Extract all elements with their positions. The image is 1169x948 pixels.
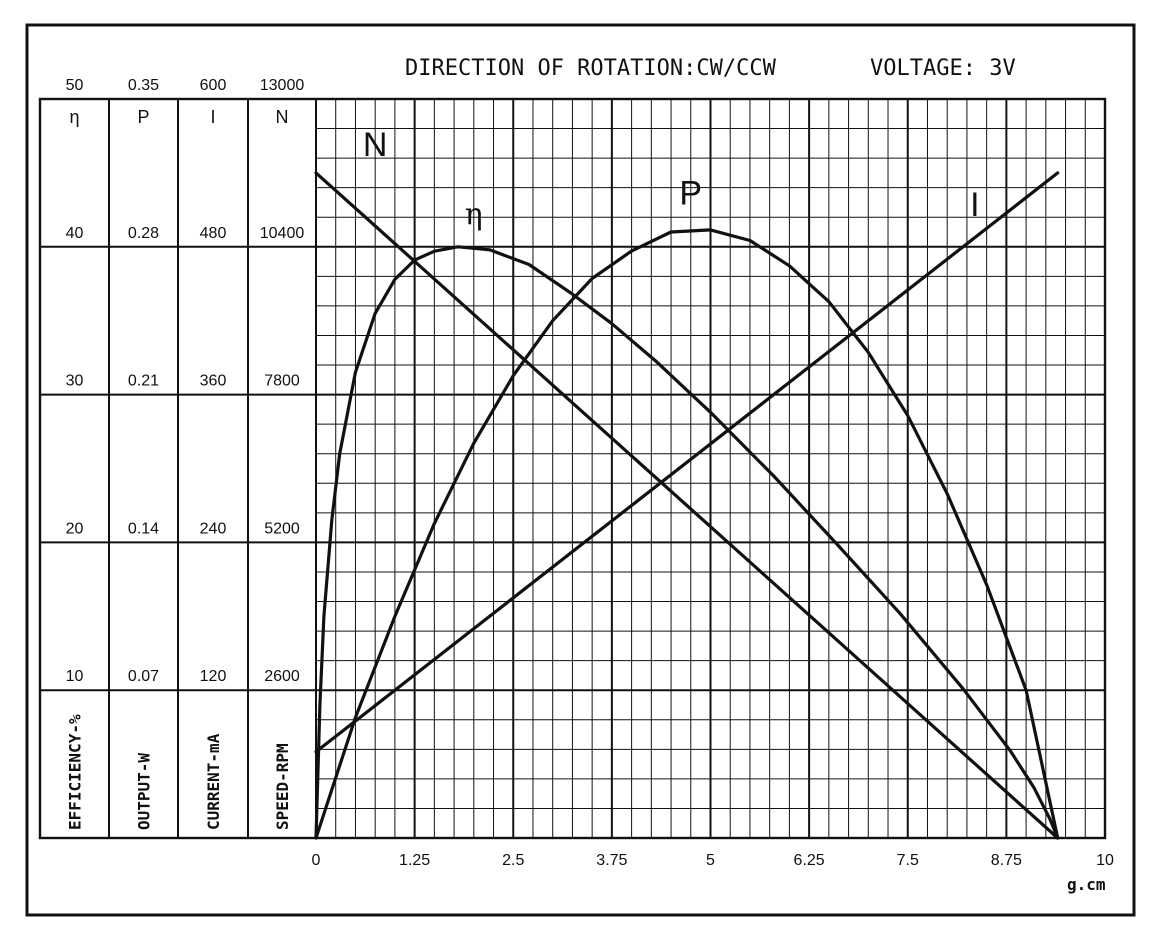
axis-symbol-I: I: [210, 107, 215, 127]
x-tick-label: 8.75: [991, 852, 1022, 869]
series-line-p: [314, 228, 1060, 840]
axis-tick-label-N: 10400: [260, 225, 305, 242]
axis-tick-label-eta: 50: [66, 77, 84, 94]
x-tick-label: 5: [706, 852, 715, 869]
axis-tick-label-I: 600: [200, 77, 227, 94]
value-scale-table: 50 40 30 20 10 η EFFICIENCY-% 0.35 0.28 0.21 0.14 0…: [38, 77, 1107, 840]
axis-unit-eta: EFFICIENCY-%: [66, 714, 85, 830]
chart-frame: [38, 97, 1107, 840]
axis-tick-label-I: 480: [200, 225, 227, 242]
axis-tick-label-eta: 30: [66, 373, 84, 390]
curve-label-efficiency: η: [465, 198, 483, 233]
axis-symbol-P: P: [137, 107, 149, 127]
axis-tick-label-P: 0.28: [128, 225, 159, 242]
curves: [314, 171, 1060, 840]
axis-tick-label-P: 0.14: [128, 520, 159, 537]
axis-tick-label-P: 0.35: [128, 77, 159, 94]
axis-tick-label-P: 0.07: [128, 668, 159, 685]
x-tick-label: 3.75: [596, 852, 627, 869]
axis-tick-label-N: 2600: [264, 668, 300, 685]
axis-unit-N: SPEED-RPM: [273, 743, 292, 830]
axis-symbol-eta: η: [69, 107, 79, 127]
axis-tick-label-P: 0.21: [128, 373, 159, 390]
x-tick-label: 2.5: [502, 852, 524, 869]
curve-label-n: N: [363, 126, 388, 164]
x-tick-label: 10: [1096, 852, 1114, 869]
x-axis: 0 1.25 2.5 3.75 5 6.25 7.5 8.75 10: [312, 852, 1114, 869]
chart-title: DIRECTION OF ROTATION:CW/CCW: [405, 56, 777, 81]
axis-symbol-N: N: [276, 107, 289, 127]
axis-tick-label-N: 5200: [264, 520, 300, 537]
series-line-efficiency: [314, 245, 1060, 840]
voltage-label: VOLTAGE: 3V: [870, 56, 1016, 81]
axis-tick-label-eta: 10: [66, 668, 84, 685]
axis-tick-label-eta: 20: [66, 520, 84, 537]
chart-outer-frame: [25, 23, 1136, 917]
plot-grid: [40, 99, 1105, 838]
series-line-n: [314, 171, 1060, 840]
x-tick-label: 0: [312, 852, 321, 869]
axis-tick-label-I: 360: [200, 373, 227, 390]
axis-tick-label-N: 7800: [264, 373, 300, 390]
x-axis-unit: g.cm: [1067, 875, 1106, 894]
curve-labels: Nη P I: [363, 126, 980, 233]
axis-tick-label-N: 13000: [260, 77, 305, 94]
series-line-i: [314, 171, 1060, 754]
x-tick-label: 6.25: [794, 852, 825, 869]
axis-unit-I: CURRENT-mA: [204, 733, 223, 830]
x-tick-label: 1.25: [399, 852, 430, 869]
curve-label-p: P: [679, 175, 702, 213]
axis-tick-label-I: 120: [200, 668, 227, 685]
curve-label-i: I: [970, 186, 979, 224]
axis-tick-label-eta: 40: [66, 225, 84, 242]
axis-unit-P: OUTPUT-W: [135, 753, 154, 830]
x-tick-label: 7.5: [897, 852, 919, 869]
axis-tick-label-I: 240: [200, 520, 227, 537]
